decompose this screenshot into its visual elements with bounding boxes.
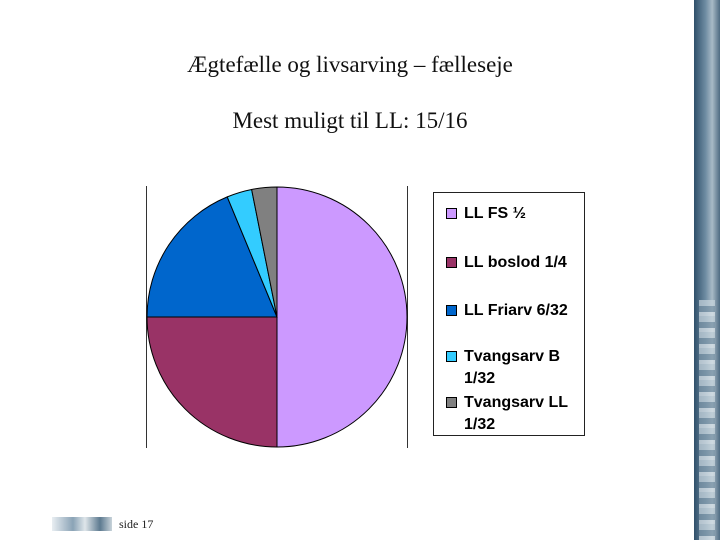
page-number: side 17: [119, 517, 154, 531]
pie-slice: [251, 186, 278, 318]
legend-swatch: [446, 305, 457, 316]
legend-item: Tvangsarv B 1/32: [446, 346, 580, 390]
legend-label: Tvangsarv LL 1/32: [464, 394, 568, 433]
legend-swatch: [446, 257, 457, 268]
legend-item: Tvangsarv LL 1/32: [446, 392, 580, 436]
chart-legend: LL FS ½ LL boslod 1/4 LL Friarv 6/32 Tva…: [433, 192, 585, 436]
legend-swatch: [446, 397, 457, 408]
decorative-side-image-detail: [699, 300, 715, 540]
legend-label: LL FS ½: [464, 205, 526, 222]
legend-label: LL Friarv 6/32: [464, 302, 568, 319]
legend-label: Tvangsarv B 1/32: [464, 348, 561, 387]
legend-item: LL FS ½: [446, 203, 580, 225]
footer-logo: [52, 517, 112, 531]
pie-chart: [146, 186, 408, 448]
slide-subtitle: Mest muligt til LL: 15/16: [232, 108, 468, 133]
legend-swatch: [446, 351, 457, 362]
slide-title: Ægtefælle og livsarving – fælleseje: [187, 52, 513, 77]
legend-swatch: [446, 208, 457, 219]
legend-label: LL boslod 1/4: [464, 254, 567, 271]
pie-slice: [146, 316, 278, 448]
pie-slice: [276, 186, 408, 448]
legend-item: LL boslod 1/4: [446, 252, 580, 274]
pie-slice: [146, 196, 278, 318]
legend-item: LL Friarv 6/32: [446, 300, 580, 322]
